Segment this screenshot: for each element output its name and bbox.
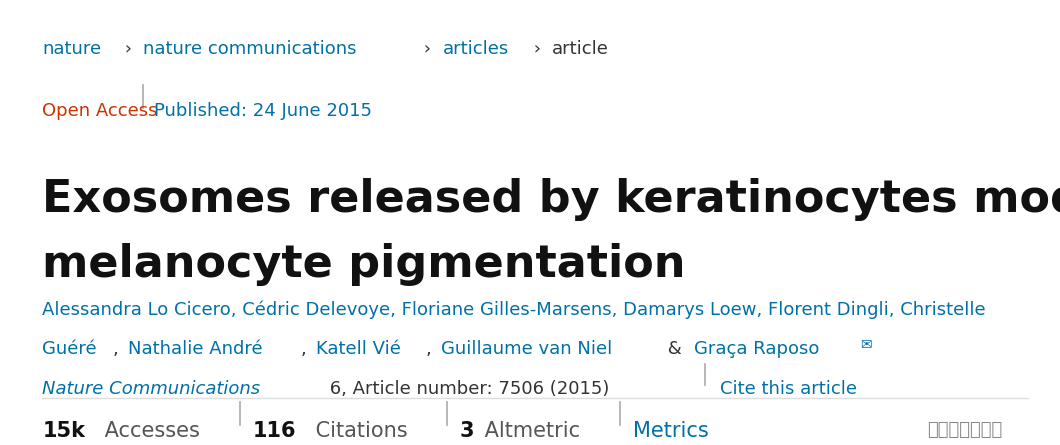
Text: ›: ›	[528, 40, 547, 58]
Text: Altmetric: Altmetric	[478, 421, 580, 441]
Text: &: &	[661, 340, 687, 358]
Text: Published: 24 June 2015: Published: 24 June 2015	[154, 102, 372, 120]
Text: Nature Communications: Nature Communications	[42, 380, 261, 398]
Text: ,: ,	[301, 340, 313, 358]
Text: melanocyte pigmentation: melanocyte pigmentation	[42, 243, 686, 286]
Text: Citations: Citations	[308, 421, 407, 441]
Text: Guillaume van Niel: Guillaume van Niel	[441, 340, 612, 358]
Text: ›: ›	[119, 40, 138, 58]
Text: Accesses: Accesses	[98, 421, 199, 441]
Text: 15k: 15k	[42, 421, 86, 441]
Text: Katell Vié: Katell Vié	[316, 340, 401, 358]
Text: Metrics: Metrics	[633, 421, 709, 441]
Text: 116: 116	[252, 421, 296, 441]
Text: ,: ,	[112, 340, 124, 358]
Text: articles: articles	[443, 40, 509, 58]
Text: Open Access: Open Access	[42, 102, 158, 120]
Text: nature communications: nature communications	[143, 40, 356, 58]
Text: article: article	[552, 40, 609, 58]
Text: ›: ›	[419, 40, 437, 58]
Text: ,: ,	[426, 340, 438, 358]
Text: Exosomes released by keratinocytes modulate: Exosomes released by keratinocytes modul…	[42, 178, 1060, 221]
Text: 3: 3	[459, 421, 474, 441]
Text: Alessandra Lo Cicero, Cédric Delevoye, Floriane Gilles-Marsens, Damarys Loew, Fl: Alessandra Lo Cicero, Cédric Delevoye, F…	[42, 300, 986, 319]
Text: 6, Article number: 7506 (2015): 6, Article number: 7506 (2015)	[324, 380, 610, 398]
Text: Cite this article: Cite this article	[720, 380, 856, 398]
Text: Guéré: Guéré	[42, 340, 98, 358]
Text: Graça Raposo: Graça Raposo	[694, 340, 819, 358]
Text: Nathalie André: Nathalie André	[127, 340, 262, 358]
Text: ✉: ✉	[861, 338, 872, 352]
Text: 干细胞与外泌体: 干细胞与外泌体	[928, 421, 1003, 438]
Text: nature: nature	[42, 40, 102, 58]
